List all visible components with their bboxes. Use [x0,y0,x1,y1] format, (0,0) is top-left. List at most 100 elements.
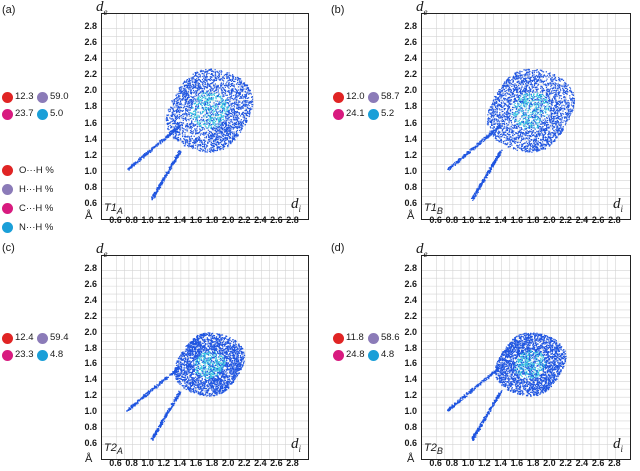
x-tick-label: 1.4 [173,458,187,468]
hh-color-dot [37,92,48,103]
x-tick-label: 2.6 [270,458,283,468]
y-tick-label: 2.2 [404,310,417,321]
hh-percent: 58.7 [381,91,400,102]
ch-percent: 23.3 [15,349,34,360]
contribution-values: 11.8 58.6 24.8 4.8 [333,332,403,363]
y-tick-label: 0.8 [404,181,417,192]
y-tick-label: 0.6 [404,437,417,448]
y-tick-label: 2.0 [404,85,417,96]
plot-area [421,13,631,220]
y-axis-label-main: d [96,0,104,15]
x-tick-label: 1.8 [526,215,540,225]
y-axis-label-sub: e [423,7,428,17]
y-tick-label: 0.8 [84,421,97,432]
y-axis-label-sub: e [103,7,108,17]
hh-color-dot [368,333,379,344]
hh-color-dot [2,184,13,195]
x-tick-label: 0.8 [125,458,138,468]
y-tick-label: 2.4 [84,53,97,64]
y-tick-label: 2.6 [404,37,417,48]
x-tick-label: 0.8 [445,215,459,225]
y-tick-label: 1.4 [84,133,97,144]
y-tick-label: 1.4 [404,374,417,385]
unit-label: Å [85,453,93,465]
y-tick-label: 1.2 [84,390,97,401]
x-tick-label: 1.0 [461,458,475,468]
oh-color-dot [333,92,344,103]
structure-label: T1B [424,202,443,216]
nh-percent: 4.8 [50,349,64,360]
structure-label-sub: A [116,206,123,217]
structure-label-main: T1 [104,202,117,214]
y-tick-label: 0.6 [84,197,97,208]
x-tick-label: 2.0 [543,458,556,468]
y-tick-label: 2.0 [84,326,97,337]
x-tick-label: 1.0 [141,458,154,468]
panel-label: (b) [331,4,345,16]
x-tick-label: 2.8 [286,215,299,225]
x-tick-label: 1.6 [189,458,203,468]
hh-color-dot [37,333,48,344]
y-tick-label: 1.0 [84,165,97,176]
hh-percent: 59.0 [50,91,69,102]
structure-label: T2A [104,442,123,456]
oh-percent: 12.3 [15,91,34,102]
panel-label: (a) [2,4,16,16]
y-tick-label: 2.8 [84,263,97,274]
x-axis-label-main: d [291,196,299,212]
y-tick-label: 1.0 [84,406,97,416]
y-tick-label: 0.6 [404,197,417,208]
ch-color-dot [2,203,13,214]
panel-label: (c) [2,242,15,254]
y-tick-label: 1.6 [404,358,417,369]
x-tick-label: 2.0 [221,458,235,468]
structure-label-main: T1 [424,202,437,214]
legend-label: N···H % [19,222,54,233]
x-tick-label: 2.8 [286,458,299,468]
x-axis-label-sub: i [620,444,624,454]
plot-area [101,255,309,460]
x-tick-label: 1.8 [205,458,219,468]
x-axis-label: di [613,196,623,214]
y-tick-label: 2.4 [404,294,417,305]
nh-color-dot [368,109,379,120]
x-axis-label-main: d [613,436,621,452]
x-tick-label: 0.6 [429,215,442,225]
ch-percent: 24.8 [346,349,365,360]
structure-label-sub: A [116,446,123,457]
x-tick-label: 1.4 [173,215,187,225]
oh-color-dot [2,165,13,176]
y-axis-label: de [96,241,108,259]
fingerprint-plot [422,14,630,219]
y-axis-label-main: d [416,0,424,15]
x-tick-label: 0.6 [109,458,122,468]
nh-percent: 4.8 [381,349,395,360]
y-tick-label: 2.2 [84,310,97,321]
structure-label-main: T2 [424,442,437,454]
y-tick-label: 0.8 [84,181,97,192]
x-tick-label: 1.2 [478,215,491,225]
y-tick-label: 2.2 [404,69,417,80]
x-tick-label: 1.8 [526,458,540,468]
y-tick-label: 1.2 [404,149,417,160]
x-axis-label-sub: i [298,444,302,454]
hh-color-dot [368,92,379,103]
fingerprint-scatter [447,68,576,201]
contribution-values: 12.3 59.0 23.7 5.0 [2,91,72,122]
ch-color-dot [333,350,344,361]
y-tick-label: 1.6 [84,117,97,128]
x-tick-label: 2.0 [543,215,556,225]
y-tick-label: 2.6 [84,37,97,48]
fingerprint-scatter [127,68,254,201]
oh-percent: 11.8 [346,332,364,343]
y-tick-label: 1.6 [404,117,417,128]
x-tick-label: 2.2 [237,215,251,225]
x-tick-label: 0.8 [125,215,138,225]
fingerprint-plot [102,14,308,219]
x-tick-label: 1.6 [510,458,524,468]
x-tick-label: 1.6 [189,215,203,225]
y-axis-label-sub: e [103,249,108,259]
fingerprint-plot [102,256,308,459]
y-tick-label: 1.8 [404,101,417,112]
y-tick-label: 2.4 [84,294,97,305]
